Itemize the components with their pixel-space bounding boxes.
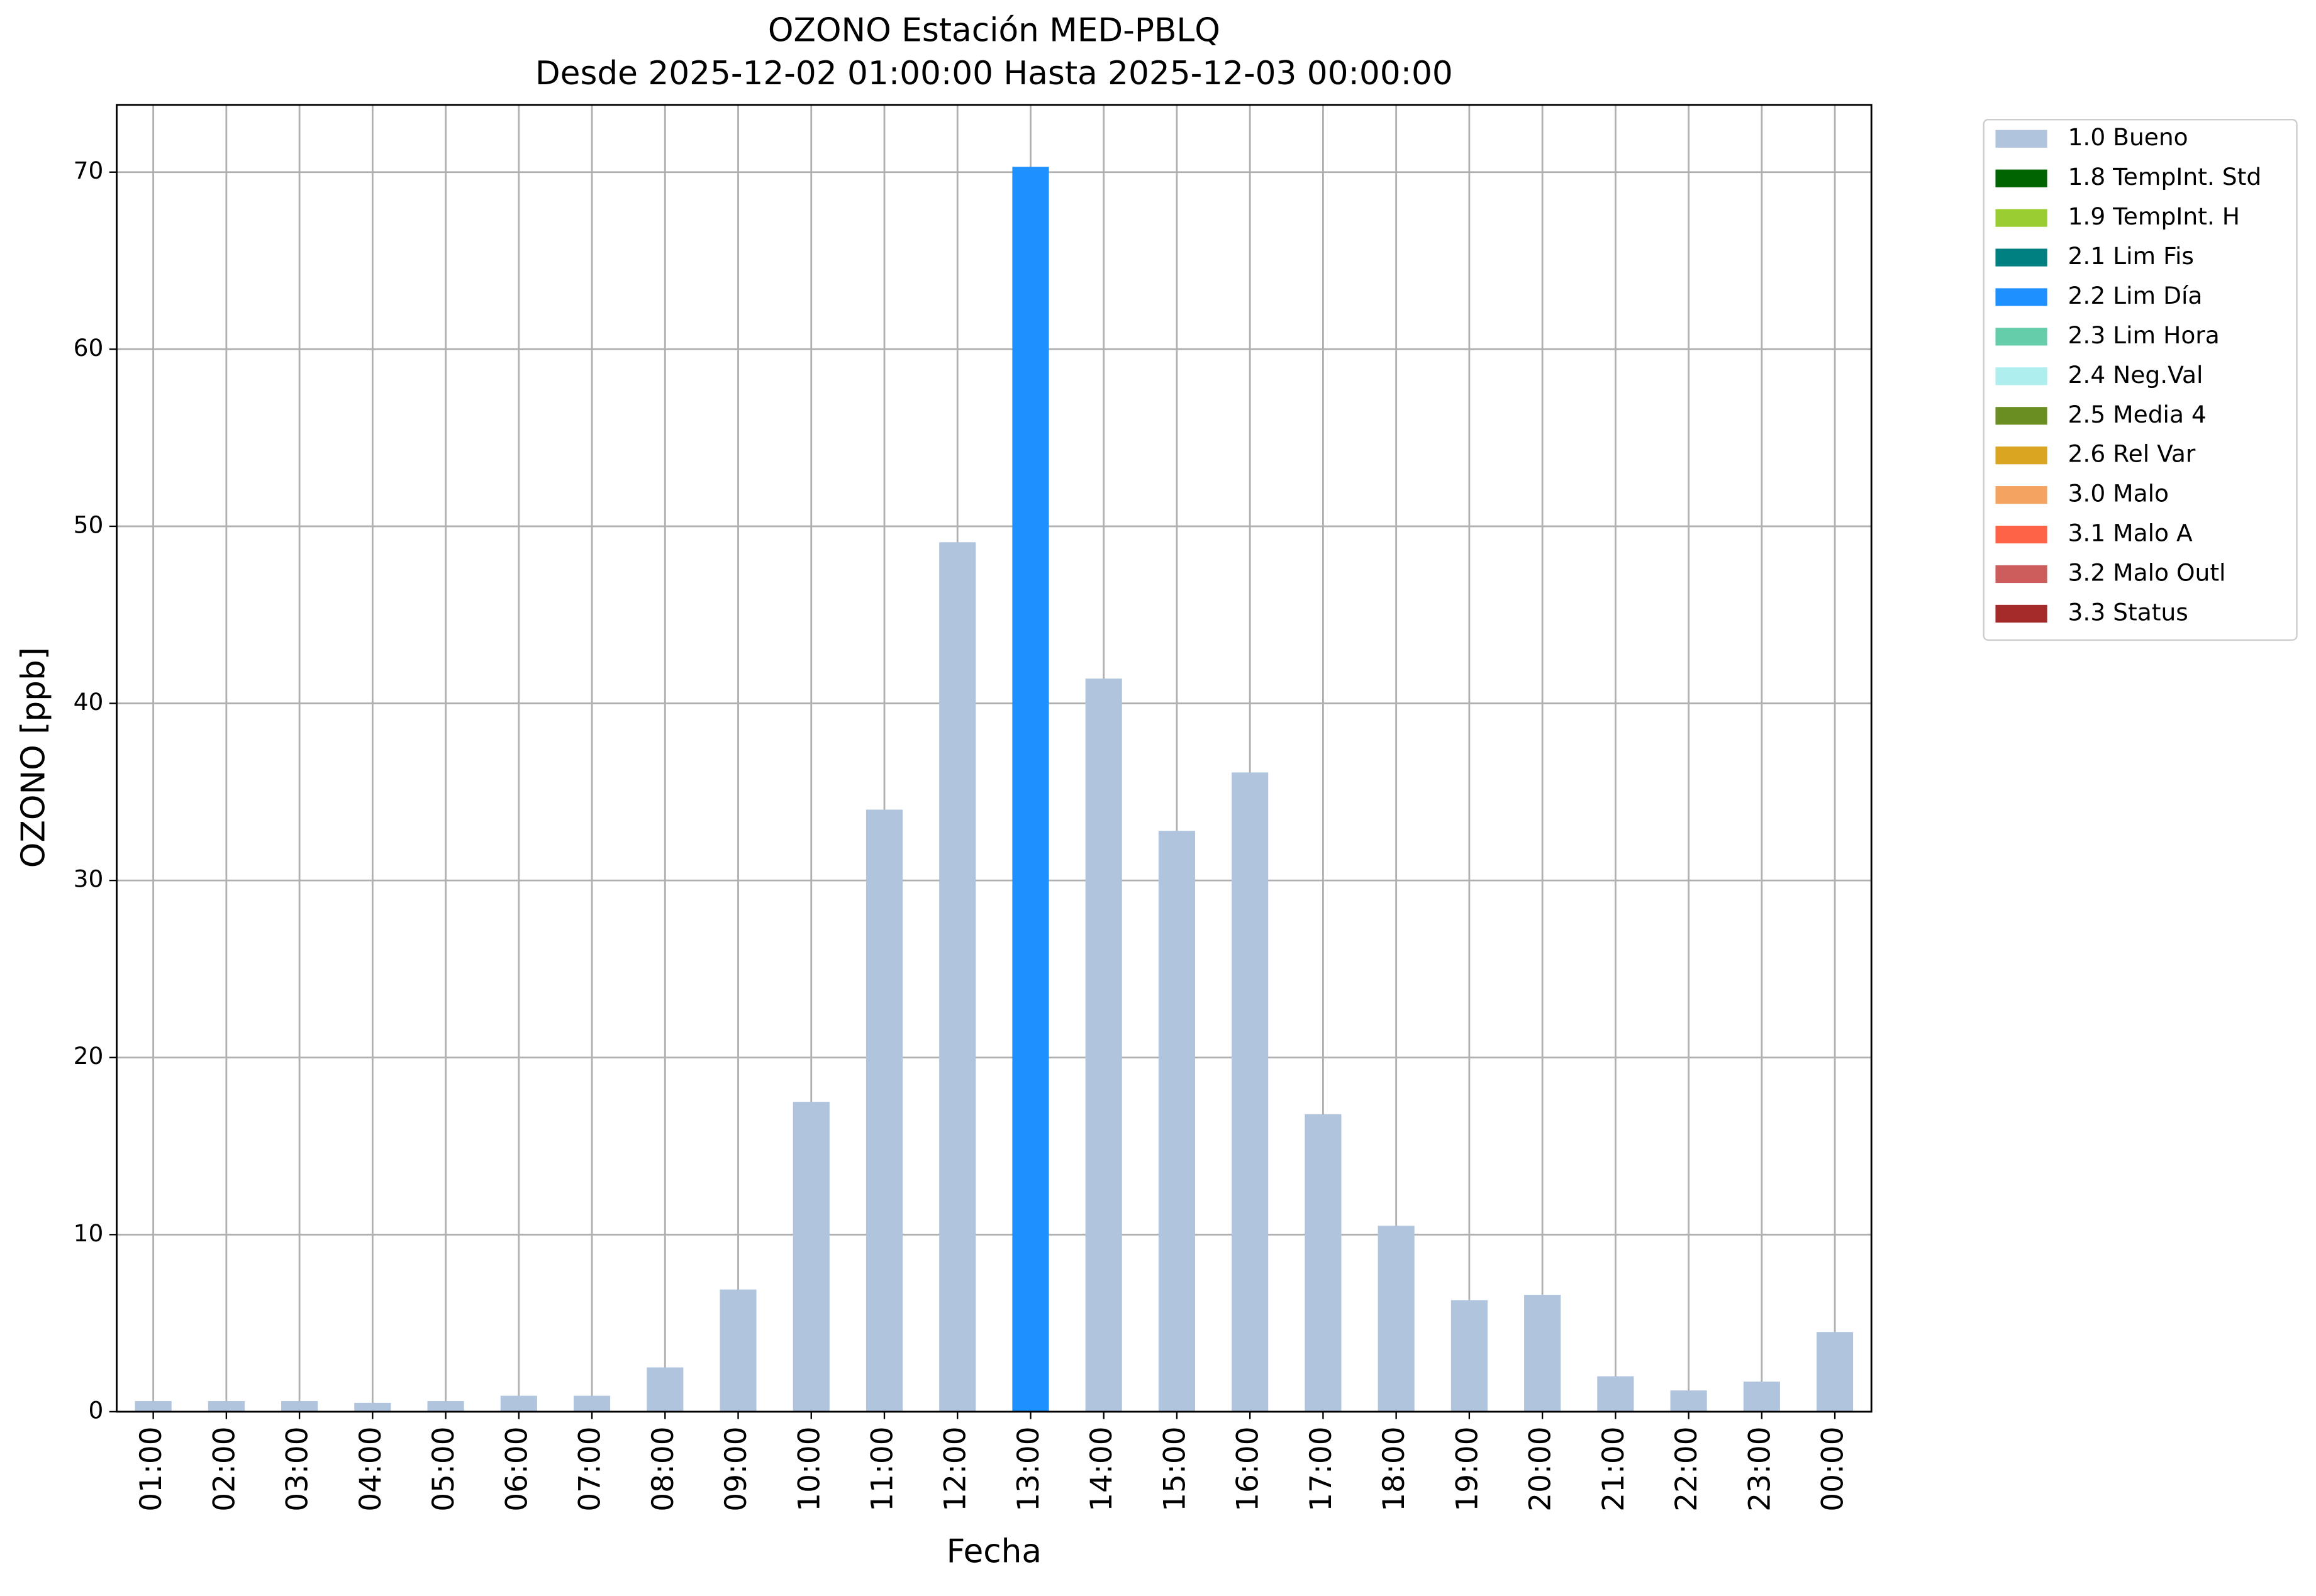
bar <box>427 1401 464 1412</box>
bar <box>573 1395 611 1412</box>
legend-label: 1.9 TempInt. H <box>2068 202 2241 230</box>
x-tick-label: 06:00 <box>499 1426 534 1511</box>
y-tick-label: 40 <box>74 688 104 716</box>
y-tick-label: 50 <box>74 511 104 538</box>
x-tick-label: 08:00 <box>646 1426 681 1511</box>
legend-label: 3.1 Malo A <box>2068 519 2193 547</box>
x-tick-label: 19:00 <box>1450 1426 1484 1511</box>
y-tick-label: 30 <box>74 865 104 893</box>
bar <box>1670 1390 1707 1412</box>
legend-swatch <box>1995 407 2047 425</box>
x-tick-label: 15:00 <box>1157 1426 1192 1511</box>
bar <box>1232 772 1269 1412</box>
legend-frame <box>1983 119 2298 641</box>
x-tick-label: 02:00 <box>207 1426 242 1511</box>
x-tick-label: 12:00 <box>938 1426 973 1511</box>
bar <box>1450 1300 1488 1412</box>
bar <box>647 1367 684 1412</box>
legend-label: 2.6 Rel Var <box>2068 440 2196 468</box>
legend-label: 1.0 Bueno <box>2068 123 2188 151</box>
legend-swatch <box>1995 525 2047 544</box>
legend-swatch <box>1995 288 2047 306</box>
legend-swatch <box>1995 328 2047 346</box>
legend-label: 2.5 Media 4 <box>2068 401 2207 428</box>
legend-swatch <box>1995 446 2047 465</box>
x-tick-label: 01:00 <box>134 1426 169 1511</box>
bar <box>866 809 903 1412</box>
legend-label: 3.2 Malo Outl <box>2068 559 2226 587</box>
bar <box>1305 1114 1342 1412</box>
y-axis-label: OZONO [ppb] <box>14 647 52 868</box>
legend-label: 2.4 Neg.Val <box>2068 361 2203 389</box>
y-tick-label: 0 <box>88 1396 103 1424</box>
x-tick-label: 11:00 <box>865 1426 899 1511</box>
legend-swatch <box>1995 604 2047 623</box>
y-tick-label: 70 <box>74 157 104 184</box>
x-tick-label: 07:00 <box>573 1426 608 1511</box>
chart-subtitle: Desde 2025-12-02 01:00:00 Hasta 2025-12-… <box>535 55 1453 92</box>
bar <box>1743 1382 1780 1412</box>
legend-swatch <box>1995 130 2047 148</box>
y-tick-label: 20 <box>74 1042 104 1070</box>
x-tick-label: 10:00 <box>792 1426 827 1511</box>
legend-swatch <box>1995 486 2047 504</box>
x-tick-label: 16:00 <box>1231 1426 1266 1511</box>
legend-swatch <box>1995 565 2047 584</box>
x-tick-label: 22:00 <box>1669 1426 1704 1511</box>
plot-frame <box>116 104 1873 1413</box>
legend-swatch <box>1995 248 2047 267</box>
x-tick-label: 13:00 <box>1011 1426 1046 1511</box>
chart-title: OZONO Estación MED-PBLQ <box>768 12 1220 50</box>
bar <box>1378 1226 1415 1412</box>
legend-swatch <box>1995 169 2047 187</box>
legend-label: 1.8 TempInt. Std <box>2068 163 2262 191</box>
x-tick-label: 17:00 <box>1304 1426 1339 1511</box>
legend-label: 2.1 Lim Fis <box>2068 242 2194 270</box>
y-tick-label: 60 <box>74 334 104 362</box>
legend-label: 2.3 Lim Hora <box>2068 321 2220 349</box>
bar <box>500 1395 537 1412</box>
legend: 1.0 Bueno 1.8 TempInt. Std 1.9 TempInt. H 2… <box>1983 119 2298 641</box>
x-tick-label: 03:00 <box>281 1426 315 1511</box>
bar <box>793 1102 830 1412</box>
bar <box>354 1402 391 1412</box>
legend-label: 3.0 Malo <box>2068 480 2169 507</box>
bar <box>1817 1332 1854 1412</box>
x-axis-label: Fecha <box>947 1532 1042 1570</box>
bar <box>1012 167 1049 1412</box>
bar <box>208 1401 245 1412</box>
bar <box>1085 679 1122 1412</box>
legend-label: 3.3 Status <box>2068 598 2188 626</box>
x-tick-label: 09:00 <box>719 1426 754 1511</box>
legend-label: 2.2 Lim Día <box>2068 282 2203 309</box>
bar <box>1524 1295 1561 1412</box>
x-tick-label: 05:00 <box>426 1426 461 1511</box>
bar <box>135 1401 172 1412</box>
bar <box>939 542 976 1412</box>
bar <box>281 1401 318 1412</box>
x-tick-label: 18:00 <box>1377 1426 1411 1511</box>
bar <box>1597 1376 1634 1412</box>
x-tick-label: 14:00 <box>1084 1426 1119 1511</box>
bar <box>720 1289 757 1412</box>
x-tick-label: 00:00 <box>1816 1426 1851 1511</box>
legend-swatch <box>1995 367 2047 385</box>
x-tick-label: 20:00 <box>1523 1426 1558 1511</box>
x-tick-label: 04:00 <box>354 1426 388 1511</box>
x-tick-label: 21:00 <box>1596 1426 1631 1511</box>
bar <box>1158 831 1195 1412</box>
y-tick-label: 10 <box>74 1219 104 1247</box>
x-tick-label: 23:00 <box>1742 1426 1777 1511</box>
legend-swatch <box>1995 209 2047 227</box>
